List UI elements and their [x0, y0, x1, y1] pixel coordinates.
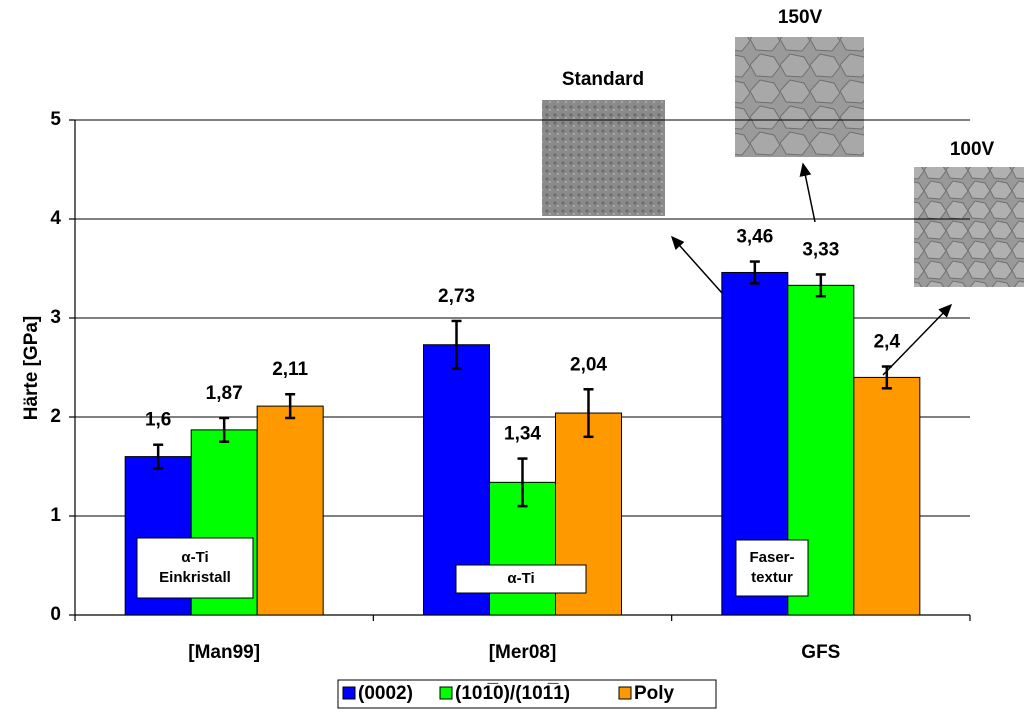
- legend-swatch: [439, 686, 453, 700]
- annotation: Faser-textur: [735, 539, 809, 597]
- annotation-box: [735, 539, 809, 597]
- bar: [256, 405, 324, 616]
- value-label: 3,33: [802, 239, 839, 260]
- arrow: [671, 235, 723, 294]
- y-tick-label: 2: [50, 406, 61, 427]
- annotation-text: Einkristall: [159, 569, 231, 586]
- bar: [853, 376, 921, 616]
- error-bar: [219, 416, 230, 443]
- value-label: 1,87: [206, 383, 243, 404]
- value-label: 2,04: [570, 354, 607, 375]
- annotation-box: [136, 537, 254, 599]
- inset-images: Standard 150V 100V: [542, 7, 1024, 376]
- error-bar: [451, 319, 462, 370]
- annotation-box: [455, 564, 587, 594]
- error-bar: [285, 392, 296, 420]
- annotation: α-Ti Einkristall: [136, 537, 254, 599]
- legend-swatch: [618, 686, 632, 700]
- arrow: [882, 303, 953, 376]
- legend-box: [337, 679, 717, 709]
- value-label: 2,4: [874, 332, 901, 353]
- error-bar: [749, 260, 760, 285]
- inset-label: 100V: [950, 139, 995, 160]
- annotation-text: textur: [751, 569, 793, 586]
- y-tick-label: 4: [50, 208, 61, 229]
- legend-swatch: [342, 686, 356, 700]
- legend-label: Poly: [634, 683, 675, 704]
- inset-image: [735, 37, 864, 157]
- inset-image: [914, 167, 1024, 287]
- inset-label: Standard: [562, 69, 644, 90]
- error-bar: [583, 388, 594, 439]
- value-label: 1,6: [145, 410, 171, 431]
- legend-label: (0002): [358, 683, 413, 704]
- y-tick-label: 5: [50, 109, 61, 130]
- value-label: 2,11: [272, 359, 308, 380]
- legend: (0002) (101̅0)/(101̅1) Poly: [337, 679, 717, 709]
- value-label: 3,46: [736, 227, 773, 248]
- error-bar: [881, 365, 892, 390]
- error-bar: [815, 273, 826, 298]
- arrow: [799, 162, 816, 223]
- x-tick-label: GFS: [801, 642, 840, 663]
- inset-image: [542, 100, 665, 216]
- error-bar: [153, 443, 164, 470]
- error-bar: [517, 457, 528, 508]
- value-label: 2,73: [438, 286, 475, 307]
- x-tick-label: [Mer08]: [489, 642, 557, 663]
- y-tick-label: 3: [50, 307, 61, 328]
- value-label: 1,34: [504, 424, 541, 445]
- y-tick-label: 1: [50, 505, 61, 526]
- y-tick-label: 0: [50, 604, 61, 625]
- annotation: α-Ti: [455, 564, 587, 594]
- legend-label: (101̅0)/(101̅1): [455, 683, 570, 704]
- annotation-text: α-Ti: [507, 570, 534, 587]
- inset-label: 150V: [778, 7, 823, 28]
- y-axis-label: Härte [GPa]: [21, 316, 42, 421]
- annotation-text: Faser-: [749, 549, 794, 566]
- annotation-text: α-Ti: [181, 549, 208, 566]
- x-tick-label: [Man99]: [188, 642, 260, 663]
